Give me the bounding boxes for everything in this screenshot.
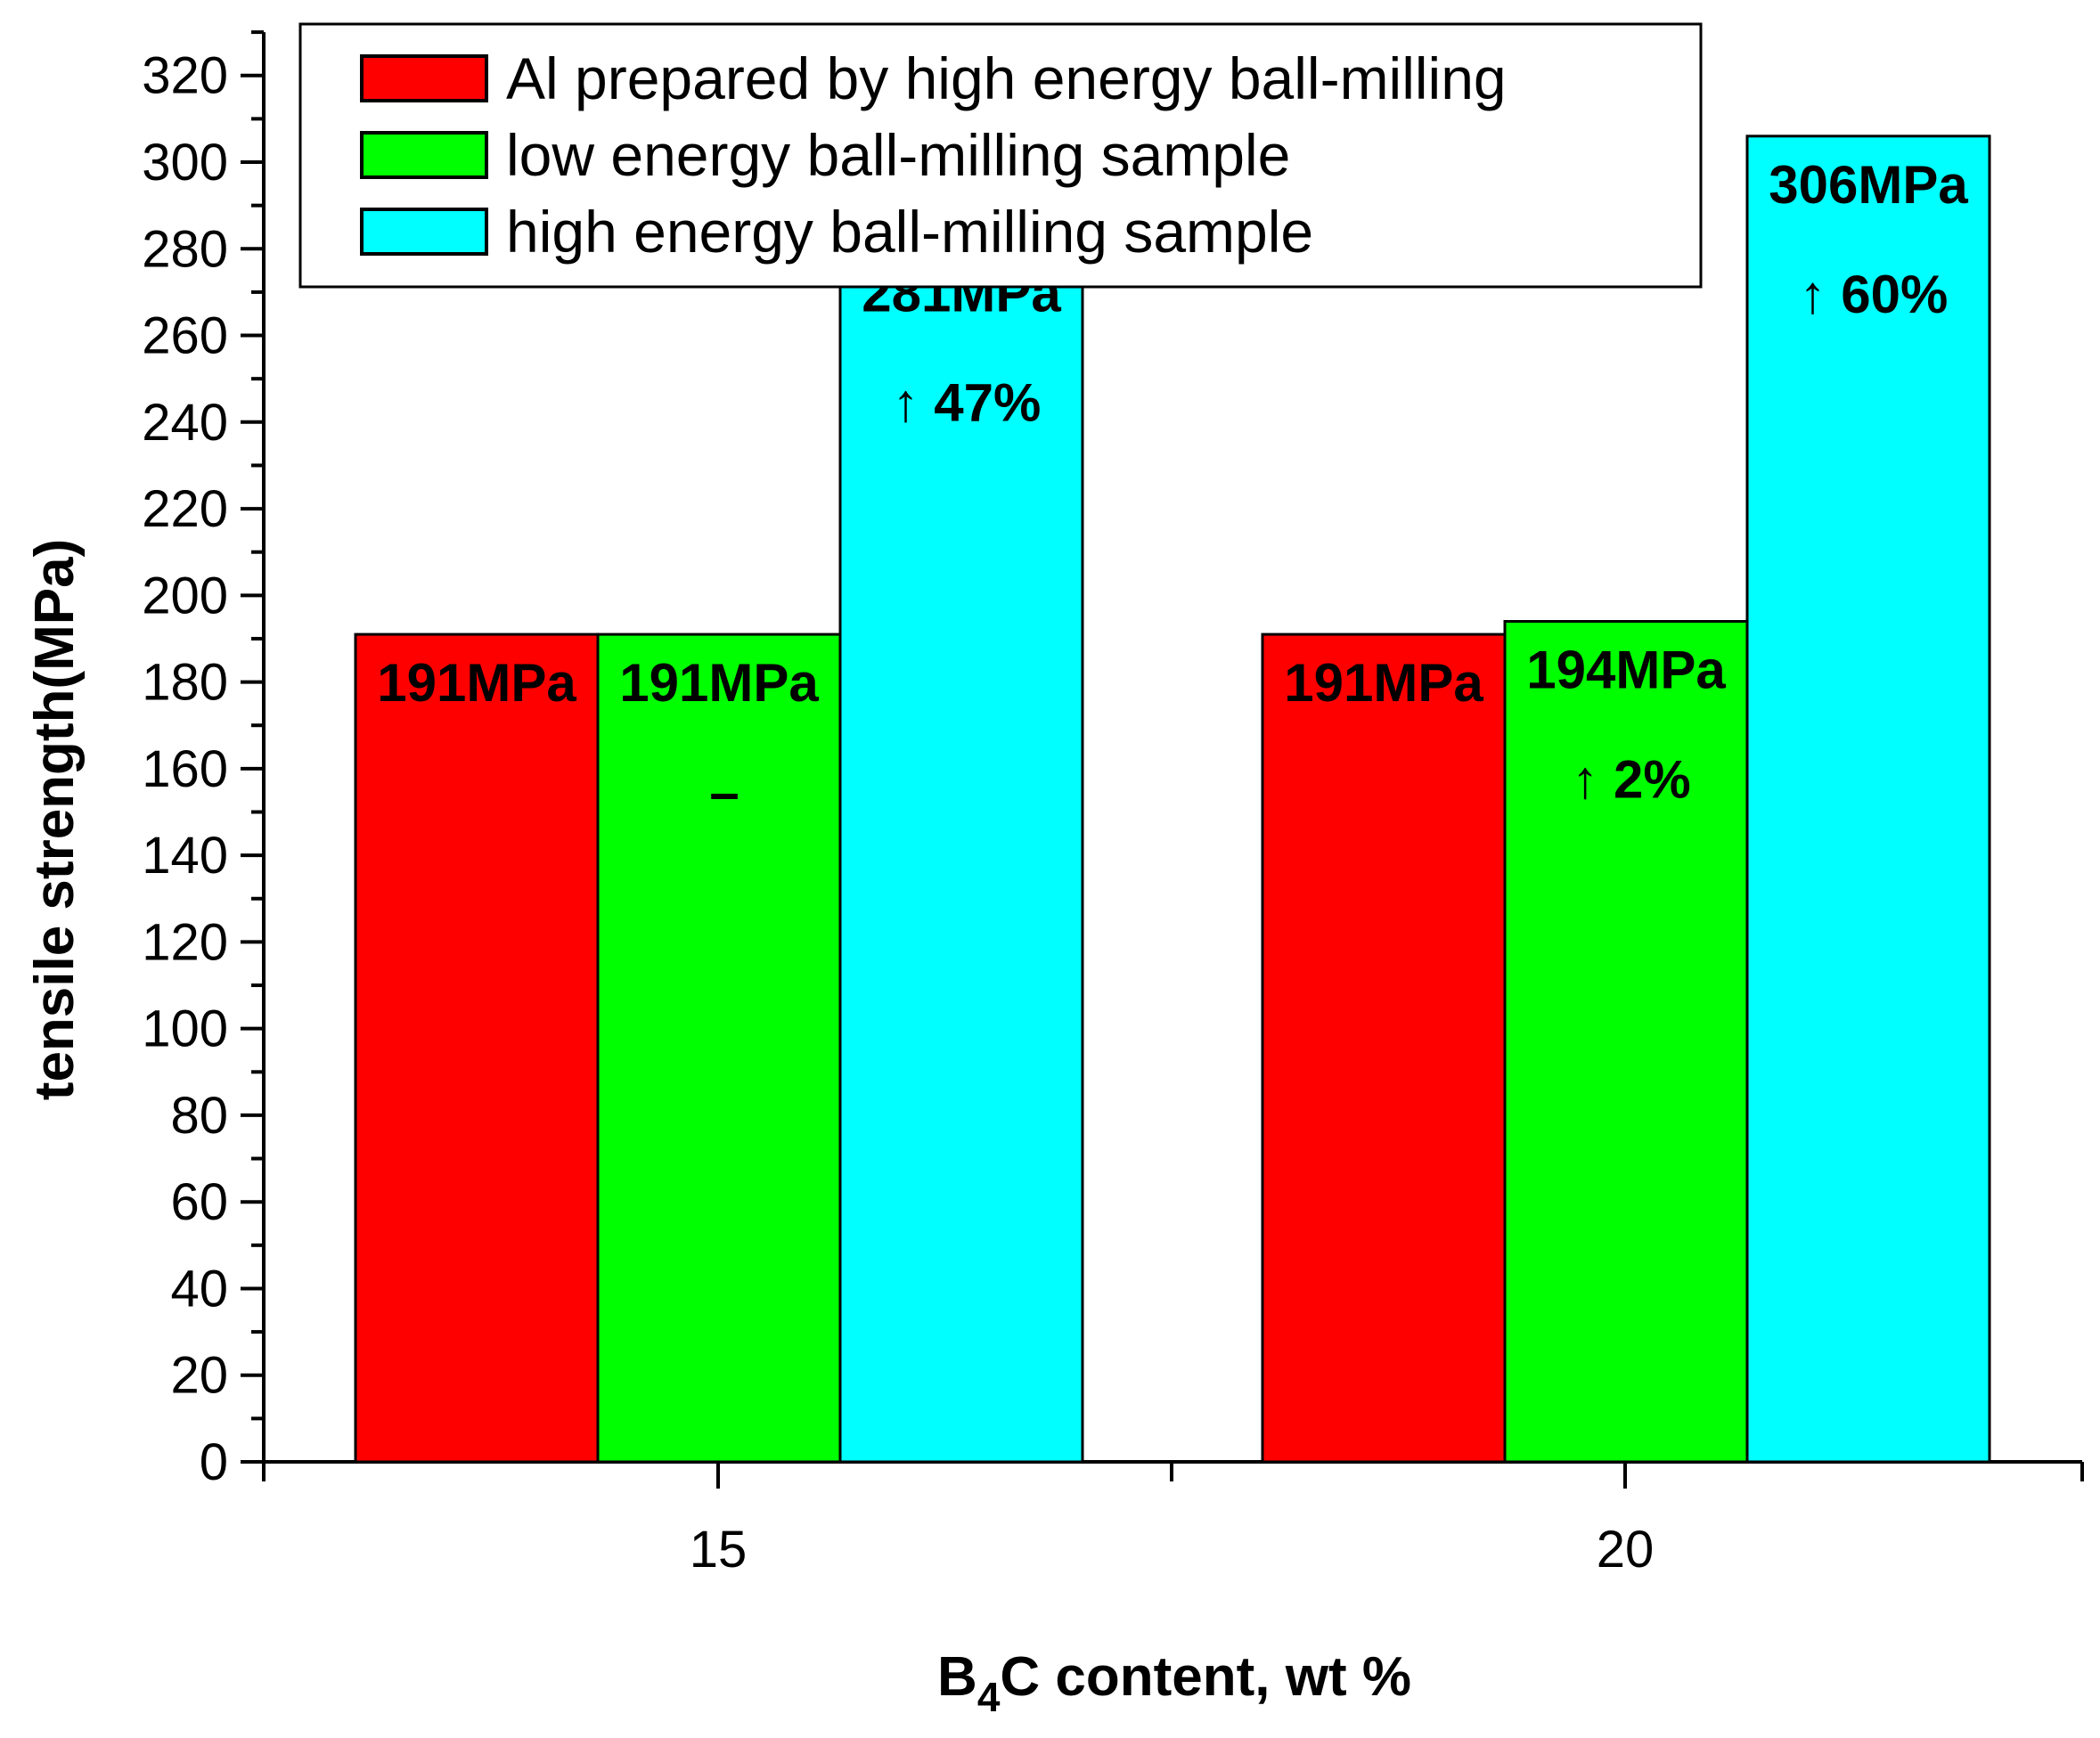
bar-value-label: 191MPa [619, 653, 819, 713]
x-axis-title-rest: C content, wt % [1000, 1646, 1411, 1708]
y-axis-title: tensile strength(MPa) [24, 539, 86, 1100]
bar [354, 632, 600, 1464]
legend-label: low energy ball-milling sample [506, 122, 1290, 188]
legend-swatch [360, 208, 488, 256]
y-tick-label: 120 [142, 913, 228, 971]
y-tick-label: 240 [142, 394, 228, 452]
y-tick-label: 20 [170, 1347, 228, 1405]
bar [596, 632, 842, 1464]
bar-value-label: 191MPa [377, 653, 576, 713]
y-tick-label: 180 [142, 654, 228, 712]
bar-value-label: 191MPa [1284, 653, 1483, 713]
legend-label: high energy ball-milling sample [506, 199, 1313, 265]
y-tick-label: 320 [142, 47, 228, 105]
bar-change-label: ↑ 47% [893, 372, 1042, 432]
x-tick-label: 20 [1597, 1521, 1655, 1579]
y-tick-label: 0 [200, 1433, 228, 1491]
bar-change-label: ↑ 60% [1800, 265, 1949, 324]
y-tick-label: 60 [170, 1173, 228, 1231]
legend-box [298, 22, 1703, 289]
x-axis-title: B4C content, wt % [937, 1646, 1411, 1720]
y-tick-label: 160 [142, 740, 228, 798]
y-tick-label: 280 [142, 220, 228, 278]
legend-swatch [360, 131, 488, 179]
bar [1261, 632, 1507, 1464]
y-tick-label: 100 [142, 1000, 228, 1058]
bar-value-label: 194MPa [1526, 641, 1726, 700]
y-tick-label: 300 [142, 134, 228, 192]
y-tick-label: 200 [142, 567, 228, 624]
y-tick-label: 40 [170, 1260, 228, 1318]
x-axis: 15 20 [262, 1460, 2084, 1579]
legend-label: Al prepared by high energy ball-milling [506, 45, 1507, 111]
bar [1745, 135, 1991, 1464]
y-tick-label: 140 [142, 827, 228, 885]
bar [1503, 620, 1749, 1464]
bar-labels: 191MPa 191MPa–281MPa↑ 47%191MPa 194MPa↑ 2%… [377, 155, 1968, 822]
legend-swatch [360, 54, 488, 102]
x-axis-title-subscript: 4 [977, 1674, 1001, 1720]
bar-change-label: – [709, 763, 739, 822]
bar-change-label: ↑ 2% [1572, 750, 1690, 810]
y-tick-label: 220 [142, 480, 228, 538]
y-axis: 0 20 40 60 80 100 120 140 160 180 200 220 240 260 280 3… [142, 30, 266, 1491]
bars [354, 135, 1991, 1464]
bar-value-label: 306MPa [1769, 155, 1968, 215]
x-tick-label: 15 [690, 1521, 748, 1579]
x-axis-title-main: B [937, 1646, 977, 1708]
y-tick-label: 260 [142, 307, 228, 365]
y-tick-label: 80 [170, 1087, 228, 1145]
legend: Al prepared by high energy ball-milling l… [298, 22, 1703, 289]
